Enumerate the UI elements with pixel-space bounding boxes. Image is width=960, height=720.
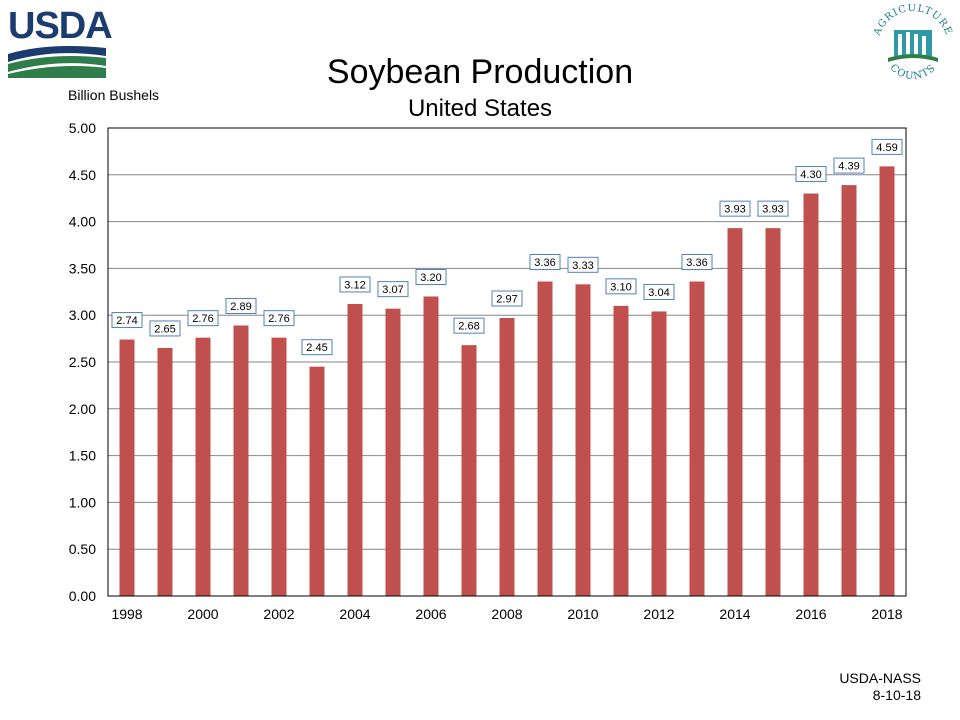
data-label: 2.76 bbox=[192, 313, 213, 325]
x-tick-label: 1998 bbox=[111, 606, 142, 622]
y-tick-label: 0.50 bbox=[69, 541, 96, 557]
x-tick-label: 2002 bbox=[263, 606, 294, 622]
x-tick-label: 2012 bbox=[643, 606, 674, 622]
data-label: 3.93 bbox=[724, 204, 745, 216]
data-label: 3.12 bbox=[344, 279, 365, 291]
data-label: 3.04 bbox=[648, 287, 669, 299]
y-tick-label: 5.00 bbox=[69, 120, 96, 136]
data-label: 2.97 bbox=[496, 294, 517, 306]
data-label-box bbox=[187, 310, 219, 327]
y-tick-label: 2.50 bbox=[69, 354, 96, 370]
data-label: 2.65 bbox=[154, 323, 175, 335]
data-label: 4.30 bbox=[800, 169, 821, 181]
bar bbox=[651, 311, 667, 596]
data-label-box bbox=[453, 317, 485, 334]
data-label: 3.36 bbox=[534, 257, 555, 269]
data-label: 2.68 bbox=[458, 321, 479, 333]
y-axis-label: Billion Bushels bbox=[68, 87, 160, 103]
bar bbox=[271, 337, 287, 596]
bar bbox=[727, 228, 743, 597]
data-label: 3.07 bbox=[382, 284, 403, 296]
x-tick-label: 2008 bbox=[491, 606, 522, 622]
data-label: 3.36 bbox=[686, 257, 707, 269]
data-label-box bbox=[149, 320, 181, 337]
y-tick-label: 4.50 bbox=[69, 167, 96, 183]
data-label-box bbox=[377, 281, 409, 298]
data-label-box bbox=[871, 138, 903, 155]
data-label-box bbox=[719, 200, 751, 217]
data-label-box bbox=[111, 312, 143, 329]
y-tick-label: 1.50 bbox=[69, 448, 96, 464]
usda-logo: USDA bbox=[8, 6, 113, 78]
data-label-box bbox=[415, 268, 447, 285]
bar bbox=[119, 339, 135, 596]
data-label-box bbox=[605, 278, 637, 295]
data-label-box bbox=[567, 256, 599, 273]
bar bbox=[689, 281, 705, 596]
data-label: 3.10 bbox=[610, 281, 631, 293]
data-label-box bbox=[301, 339, 333, 356]
data-label: 2.45 bbox=[306, 342, 327, 354]
x-tick-label: 2014 bbox=[719, 606, 750, 622]
bar bbox=[347, 303, 363, 596]
source-date: 8-10-18 bbox=[872, 687, 921, 703]
bar bbox=[879, 166, 895, 596]
data-label-box bbox=[339, 276, 371, 293]
data-label-box bbox=[643, 283, 675, 300]
y-tick-label: 3.50 bbox=[69, 260, 96, 276]
x-tick-label: 2004 bbox=[339, 606, 370, 622]
data-label: 2.74 bbox=[116, 315, 137, 327]
data-label-box bbox=[491, 290, 523, 307]
chart-title: Soybean Production bbox=[326, 53, 634, 91]
usda-hills-icon bbox=[8, 46, 106, 78]
data-label: 4.59 bbox=[876, 142, 897, 154]
x-tick-label: 2018 bbox=[871, 606, 902, 622]
bar bbox=[309, 366, 325, 596]
bar bbox=[423, 296, 439, 596]
bar bbox=[803, 193, 819, 596]
chart-subtitle: United States bbox=[407, 95, 553, 122]
x-tick-label: 2000 bbox=[187, 606, 218, 622]
data-label-box bbox=[757, 200, 789, 217]
plot-border bbox=[107, 127, 907, 597]
agriculture-counts-seal-icon: AGRICULTURE COUNTS bbox=[871, 3, 953, 82]
data-label-box bbox=[529, 254, 561, 271]
data-label: 2.76 bbox=[268, 313, 289, 325]
bar bbox=[499, 318, 515, 596]
data-label-box bbox=[225, 297, 257, 314]
bar bbox=[575, 284, 591, 596]
x-tick-label: 2010 bbox=[567, 606, 598, 622]
usda-wordmark: USDA bbox=[8, 5, 113, 47]
y-tick-label: 4.00 bbox=[69, 214, 96, 230]
data-label: 3.20 bbox=[420, 272, 441, 284]
data-label: 4.39 bbox=[838, 161, 859, 173]
y-tick-label: 3.00 bbox=[69, 307, 96, 323]
data-label: 3.33 bbox=[572, 260, 593, 272]
bar bbox=[157, 347, 173, 596]
bar bbox=[537, 281, 553, 596]
bar bbox=[385, 308, 401, 596]
data-label-box bbox=[795, 166, 827, 183]
bar bbox=[841, 185, 857, 596]
y-tick-label: 0.00 bbox=[69, 588, 96, 604]
x-tick-label: 2006 bbox=[415, 606, 446, 622]
source-note: USDA-NASS 8-10-18 bbox=[800, 670, 921, 704]
agriculture-counts-logo: AGRICULTURE COUNTS bbox=[868, 3, 958, 86]
bar bbox=[233, 325, 249, 596]
bar bbox=[195, 337, 211, 596]
bar bbox=[613, 305, 629, 596]
y-tick-label: 1.00 bbox=[69, 494, 96, 510]
data-label-box bbox=[833, 157, 865, 174]
x-tick-label: 2016 bbox=[795, 606, 826, 622]
source-agency: USDA-NASS bbox=[839, 670, 921, 686]
data-label: 2.89 bbox=[230, 301, 251, 313]
data-label-box bbox=[263, 310, 295, 327]
data-label-box bbox=[681, 254, 713, 271]
y-tick-label: 2.00 bbox=[69, 401, 96, 417]
bar bbox=[461, 345, 477, 596]
bar bbox=[765, 228, 781, 597]
data-label: 3.93 bbox=[762, 204, 783, 216]
